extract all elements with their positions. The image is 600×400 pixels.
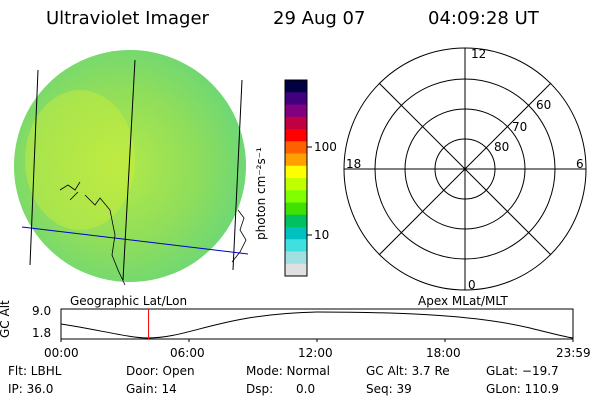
track-axis-title: GC Alt xyxy=(0,300,12,338)
filter-info: Flt: LBHL xyxy=(8,364,62,378)
colorbar-swatch xyxy=(285,104,307,118)
colorbar-swatch xyxy=(285,263,307,277)
coastline xyxy=(59,181,126,286)
track-y-bottom: 1.8 xyxy=(32,326,52,340)
door-info: Door: Open xyxy=(126,364,195,378)
longitude-line xyxy=(232,79,243,271)
track-right-label: Apex MLat/MLT xyxy=(418,294,508,308)
colorbar-swatch xyxy=(285,214,307,228)
glon-info: GLon: 110.9 xyxy=(486,382,559,396)
lat-label-80: 80 xyxy=(494,140,510,154)
longitude-line xyxy=(122,59,136,281)
polar-grid xyxy=(343,47,587,291)
longitude-line xyxy=(29,69,39,266)
instrument-title: Ultraviolet Imager xyxy=(46,8,209,29)
colorbar-swatch xyxy=(285,202,307,216)
x-tick-0000: 00:00 xyxy=(44,346,79,360)
colorbar-tick-10: 10 xyxy=(314,228,330,242)
mode-info: Mode: Normal xyxy=(246,364,330,378)
colorbar-swatch xyxy=(285,153,307,167)
latitude-line xyxy=(21,226,249,255)
colorbar-swatch xyxy=(285,190,307,203)
colorbar xyxy=(284,79,312,277)
track-left-label: Geographic Lat/Lon xyxy=(70,294,188,308)
x-tick-0600: 06:00 xyxy=(170,346,205,360)
x-tick-1200: 12:00 xyxy=(298,346,333,360)
x-tick-1800: 18:00 xyxy=(426,346,461,360)
seq-info: Seq: 39 xyxy=(366,382,412,396)
colorbar-swatch xyxy=(285,80,307,93)
gc-alt-info: GC Alt: 3.7 Re xyxy=(366,364,450,378)
mlt-label-0: 0 xyxy=(468,278,476,292)
colorbar-swatch xyxy=(285,92,307,105)
colorbar-unit-label: photon cm⁻²s⁻¹ xyxy=(254,147,268,240)
lat-label-60: 60 xyxy=(536,98,552,112)
ip-info: IP: 36.0 xyxy=(8,382,54,396)
track-y-top: 9.0 xyxy=(32,304,52,318)
colorbar-swatch xyxy=(285,165,307,179)
orbit-track xyxy=(60,308,574,342)
date-label: 29 Aug 07 xyxy=(273,8,366,29)
colorbar-swatch xyxy=(285,251,307,265)
coastline xyxy=(231,209,247,263)
colorbar-swatch xyxy=(285,141,307,154)
colorbar-swatch xyxy=(285,116,307,130)
colorbar-swatch xyxy=(285,239,307,252)
uv-image-panel xyxy=(14,50,249,286)
gain-info: Gain: 14 xyxy=(126,382,177,396)
colorbar-tick-100: 100 xyxy=(314,140,337,154)
lat-label-70: 70 xyxy=(512,120,528,134)
mlt-label-12: 12 xyxy=(471,47,487,61)
colorbar-swatch xyxy=(285,129,307,142)
colorbar-swatch xyxy=(285,227,307,240)
colorbar-swatch xyxy=(285,178,307,191)
mlt-label-6: 6 xyxy=(576,157,584,171)
glat-info: GLat: −19.7 xyxy=(486,364,559,378)
time-label: 04:09:28 UT xyxy=(428,8,539,29)
mlt-label-18: 18 xyxy=(346,157,362,171)
dsp-info: Dsp: 0.0 xyxy=(246,382,316,396)
x-tick-2359: 23:59 xyxy=(556,346,591,360)
